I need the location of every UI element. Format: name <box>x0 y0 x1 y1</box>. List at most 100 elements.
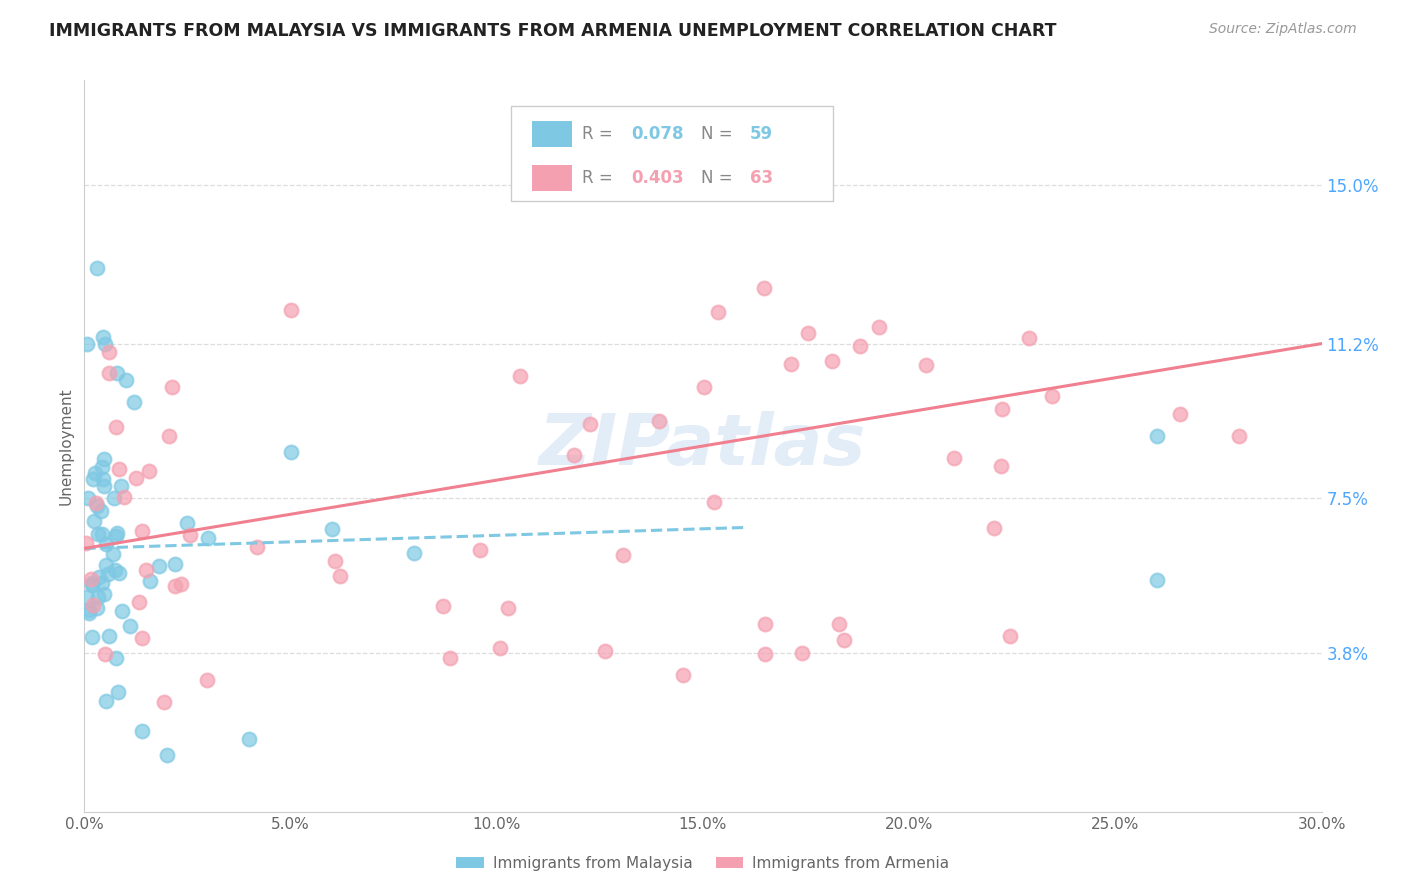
Point <box>91 575 114 590</box>
Point <box>1146 428 1168 442</box>
Point <box>990 458 1012 473</box>
Point <box>165 557 187 571</box>
Point <box>91 527 114 541</box>
Point <box>114 373 136 387</box>
Point <box>754 647 776 661</box>
Text: Source: ZipAtlas.com: Source: ZipAtlas.com <box>1209 22 1357 37</box>
Point <box>163 578 186 592</box>
Point <box>832 632 855 647</box>
Point <box>179 528 201 542</box>
Text: ZIPatlas: ZIPatlas <box>540 411 866 481</box>
Point <box>439 650 461 665</box>
Text: N =: N = <box>700 125 737 143</box>
Point <box>868 319 890 334</box>
Point <box>157 429 180 443</box>
Point <box>780 357 803 371</box>
Point <box>983 521 1005 535</box>
Point <box>195 673 218 688</box>
Point <box>1146 574 1168 588</box>
Point <box>93 452 115 467</box>
Point <box>131 631 153 645</box>
Point <box>797 326 820 340</box>
Point <box>246 540 269 554</box>
Point <box>790 646 813 660</box>
Text: IMMIGRANTS FROM MALAYSIA VS IMMIGRANTS FROM ARMENIA UNEMPLOYMENT CORRELATION CHA: IMMIGRANTS FROM MALAYSIA VS IMMIGRANTS F… <box>49 22 1057 40</box>
Text: 0.078: 0.078 <box>631 125 683 143</box>
Point <box>91 460 114 475</box>
Bar <box>533 121 572 147</box>
Text: 59: 59 <box>749 125 773 143</box>
Point <box>105 651 128 665</box>
Point <box>754 616 776 631</box>
Point <box>1018 331 1040 345</box>
Point <box>169 577 191 591</box>
Point <box>80 572 103 586</box>
Point <box>80 630 103 644</box>
Point <box>148 559 170 574</box>
Point <box>131 724 153 739</box>
Point <box>86 500 108 514</box>
Point <box>706 304 728 318</box>
Point <box>498 601 520 615</box>
Point <box>104 563 127 577</box>
Point <box>79 602 101 616</box>
FancyBboxPatch shape <box>512 106 832 201</box>
Point <box>280 303 302 318</box>
Point <box>90 504 112 518</box>
Point <box>135 563 157 577</box>
Point <box>120 618 142 632</box>
Bar <box>533 165 572 191</box>
Legend: Immigrants from Malaysia, Immigrants from Armenia: Immigrants from Malaysia, Immigrants fro… <box>450 850 956 877</box>
Point <box>97 630 120 644</box>
Point <box>104 529 127 543</box>
Point <box>84 466 107 480</box>
Point <box>80 576 103 591</box>
Point <box>98 345 121 359</box>
Point <box>96 558 118 573</box>
Point <box>1168 407 1191 421</box>
Point <box>87 570 110 584</box>
Point <box>671 667 693 681</box>
Point <box>509 369 531 384</box>
Point <box>108 566 131 580</box>
Point <box>82 578 104 592</box>
Point <box>153 695 176 709</box>
Text: 63: 63 <box>749 169 773 187</box>
Point <box>648 414 671 428</box>
Point <box>593 643 616 657</box>
Point <box>138 464 160 478</box>
Point <box>77 606 100 620</box>
Point <box>86 600 108 615</box>
Point <box>915 358 938 372</box>
Point <box>76 337 98 351</box>
Point <box>754 280 776 294</box>
Point <box>821 354 844 368</box>
Point <box>105 366 128 380</box>
Point <box>110 479 132 493</box>
Point <box>131 524 153 538</box>
Point <box>83 514 105 528</box>
Point <box>105 526 128 541</box>
Point <box>139 574 162 588</box>
Point <box>93 587 115 601</box>
Point <box>488 641 510 656</box>
Point <box>86 261 108 276</box>
Point <box>122 394 145 409</box>
Point <box>112 490 135 504</box>
Point <box>107 462 129 476</box>
Point <box>82 472 104 486</box>
Point <box>468 542 491 557</box>
Point <box>943 450 966 465</box>
Point <box>612 549 634 563</box>
Point <box>238 731 260 746</box>
Point <box>404 546 426 560</box>
Text: 0.403: 0.403 <box>631 169 683 187</box>
Point <box>91 472 114 486</box>
Point <box>125 471 148 485</box>
Point <box>98 366 121 380</box>
Point <box>94 648 117 662</box>
Point <box>94 694 117 708</box>
Text: N =: N = <box>700 169 737 187</box>
Point <box>1040 389 1063 403</box>
Point <box>991 401 1014 416</box>
